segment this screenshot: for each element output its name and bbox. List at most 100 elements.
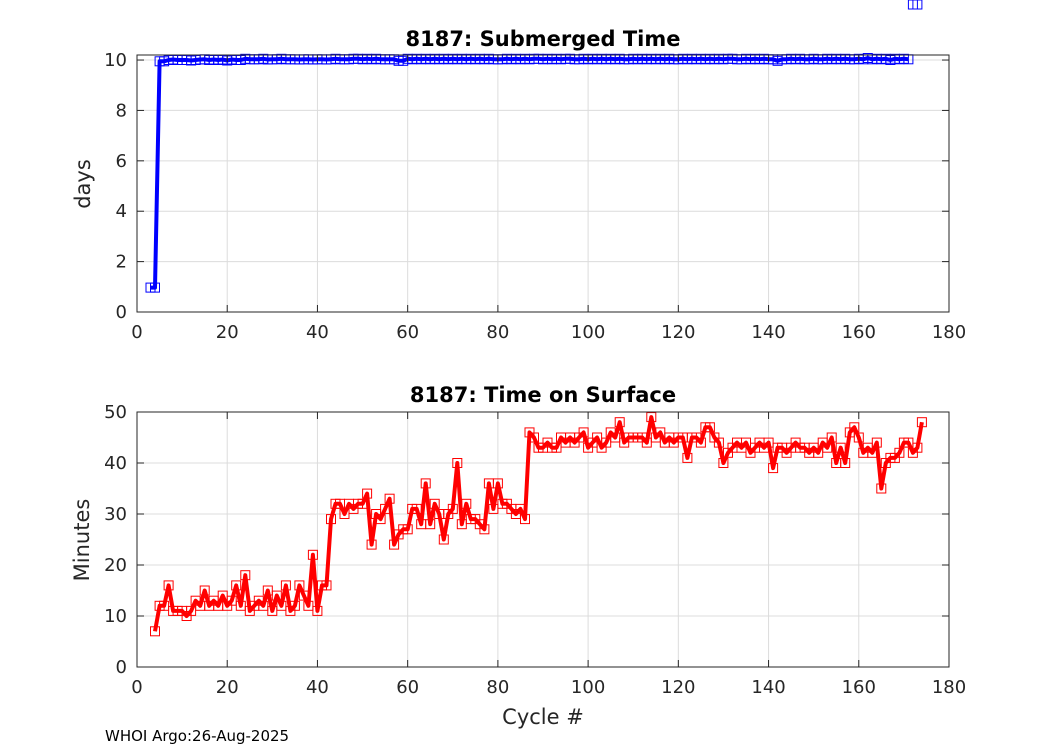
data-point (488, 503, 499, 514)
series-surface (150, 412, 927, 637)
data-point (641, 437, 652, 448)
data-point (592, 432, 603, 443)
data-point (262, 585, 273, 596)
x-tick-label: 140 (751, 677, 785, 698)
data-point (339, 509, 350, 519)
data-point (362, 488, 373, 499)
data-point (235, 600, 246, 611)
data-point (226, 595, 237, 606)
submerged-time-plot: 0 20 40 60 80 100 120 140 160 180 0 2 4 6 8 10 8187: Su… (71, 0, 966, 343)
data-point (425, 519, 436, 530)
plot-area-submerged (137, 55, 949, 312)
y-tick-label: 30 (104, 504, 127, 525)
data-point (326, 514, 336, 525)
x-tick-label: 160 (842, 322, 876, 343)
y-tick-label: 10 (104, 50, 127, 71)
y-tick-label: 10 (104, 606, 127, 627)
data-point (849, 422, 860, 433)
data-point (258, 600, 269, 611)
data-point (763, 437, 774, 448)
footer-credit: WHOI Argo:26-Aug-2025 (105, 727, 289, 745)
data-point (312, 605, 323, 616)
data-point (240, 570, 251, 581)
x-tick-label: 80 (486, 322, 509, 343)
data-point (217, 590, 228, 601)
data-point (894, 447, 905, 458)
data-point (515, 503, 526, 514)
data-point (578, 427, 589, 438)
data-point (438, 534, 449, 545)
x-tick-label: 60 (396, 322, 419, 343)
data-point (718, 458, 729, 468)
data-point (867, 447, 878, 458)
data-point (380, 503, 391, 514)
data-point (420, 478, 431, 489)
data-point (853, 432, 864, 443)
x-tick-label: 160 (842, 677, 876, 698)
x-tick-label: 100 (571, 322, 605, 343)
x-tick-label: 40 (306, 322, 329, 343)
data-point (813, 447, 824, 458)
y-tick-label: 6 (116, 151, 127, 172)
data-point (826, 432, 837, 443)
data-point (321, 580, 332, 591)
x-tick-label: 20 (216, 322, 239, 343)
data-point (713, 437, 724, 448)
surface-time-plot: 0 20 40 60 80 100 120 140 160 180 0 10 20 30 40 50 8187… (70, 383, 966, 729)
x-tick-label: 20 (216, 677, 239, 698)
data-point (912, 442, 923, 453)
data-point (822, 442, 833, 453)
y-tick-label: 2 (116, 252, 127, 273)
x-tick-label: 180 (932, 677, 966, 698)
x-tick-label: 40 (306, 677, 329, 698)
data-point (298, 590, 309, 601)
data-point (429, 498, 440, 509)
data-point (150, 626, 160, 637)
data-point (614, 417, 625, 428)
data-point (447, 503, 458, 514)
data-point (452, 458, 463, 468)
chart-title-surface: 8187: Time on Surface (410, 383, 676, 407)
data-point (646, 412, 657, 423)
data-point (199, 585, 210, 596)
data-point (294, 580, 305, 591)
data-point (529, 432, 539, 443)
data-point (402, 524, 413, 535)
data-point (741, 437, 751, 448)
data-point (389, 539, 400, 550)
data-point (520, 514, 530, 525)
y-axis-label-surface: Minutes (70, 499, 94, 582)
data-point (366, 539, 377, 550)
data-point (150, 282, 160, 293)
y-tick-label: 4 (116, 201, 127, 222)
data-point (280, 580, 291, 591)
data-point (461, 498, 472, 509)
data-point (840, 458, 851, 468)
data-point (916, 417, 927, 428)
axes-box-surface (136, 411, 950, 668)
data-point (271, 590, 282, 601)
data-point (876, 483, 887, 494)
data-point (695, 437, 706, 448)
y-tick-label: 0 (116, 657, 127, 678)
data-point (456, 519, 467, 530)
data-point (704, 422, 715, 433)
data-point (912, 0, 923, 10)
data-point (655, 427, 666, 438)
data-point (307, 549, 318, 560)
x-tick-label: 120 (661, 322, 695, 343)
data-point (267, 605, 278, 616)
chart-title-submerged: 8187: Submerged Time (405, 27, 680, 51)
axes-box-submerged (136, 54, 950, 313)
data-point (357, 498, 368, 509)
data-point (768, 463, 779, 474)
x-tick-label: 140 (751, 322, 785, 343)
x-tick-label: 80 (486, 677, 509, 698)
y-axis-label-submerged: days (71, 159, 95, 209)
y-tick-label: 0 (116, 302, 127, 323)
data-point (186, 605, 197, 616)
data-point (871, 437, 882, 448)
data-point (551, 442, 562, 453)
data-point (903, 437, 914, 448)
